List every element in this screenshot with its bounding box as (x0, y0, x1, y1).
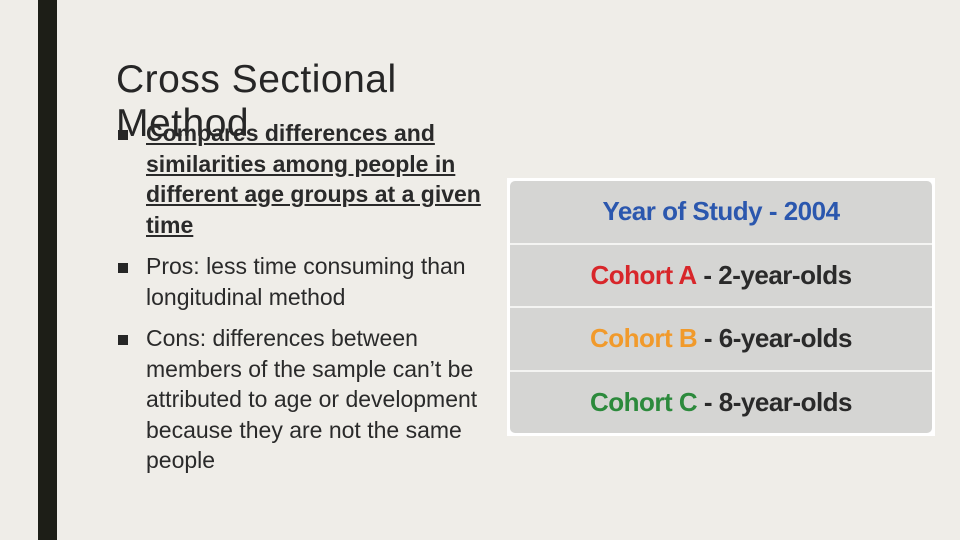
bullet-text: Pros: less time consuming than longitudi… (146, 253, 466, 310)
bullet-text: Cons: differences between members of the… (146, 325, 478, 473)
cohort-label: Cohort A (590, 259, 697, 290)
bullet-list: Compares differences and similarities am… (116, 118, 496, 487)
cohort-age: - 2-year-olds (696, 259, 852, 290)
table-body: Year of Study - 2004 Cohort A - 2-year-o… (510, 181, 932, 433)
table-row: Cohort C - 8-year-olds (510, 372, 932, 434)
slide-title: Cross Sectional Method (116, 58, 397, 145)
cohort-label: Cohort C (589, 386, 698, 417)
bullet-text: Compares differences and similarities am… (146, 120, 481, 238)
bullet-item: Compares differences and similarities am… (116, 118, 496, 240)
year-of-study-table: Year of Study - 2004 Cohort A - 2-year-o… (507, 178, 935, 436)
table-row: Cohort B - 6-year-olds (510, 308, 932, 372)
cohort-age: - 8-year-olds (697, 386, 853, 417)
table-header: Year of Study - 2004 (510, 181, 932, 245)
cohort-label: Cohort B (589, 323, 698, 354)
cohort-age: - 6-year-olds (697, 323, 853, 354)
square-bullet-icon (118, 335, 128, 345)
bullet-item: Cons: differences between members of the… (116, 323, 496, 476)
left-accent-bar (38, 0, 57, 540)
square-bullet-icon (118, 263, 128, 273)
table-row: Cohort A - 2-year-olds (510, 245, 932, 308)
bullet-item: Pros: less time consuming than longitudi… (116, 251, 496, 312)
square-bullet-icon (118, 130, 128, 140)
